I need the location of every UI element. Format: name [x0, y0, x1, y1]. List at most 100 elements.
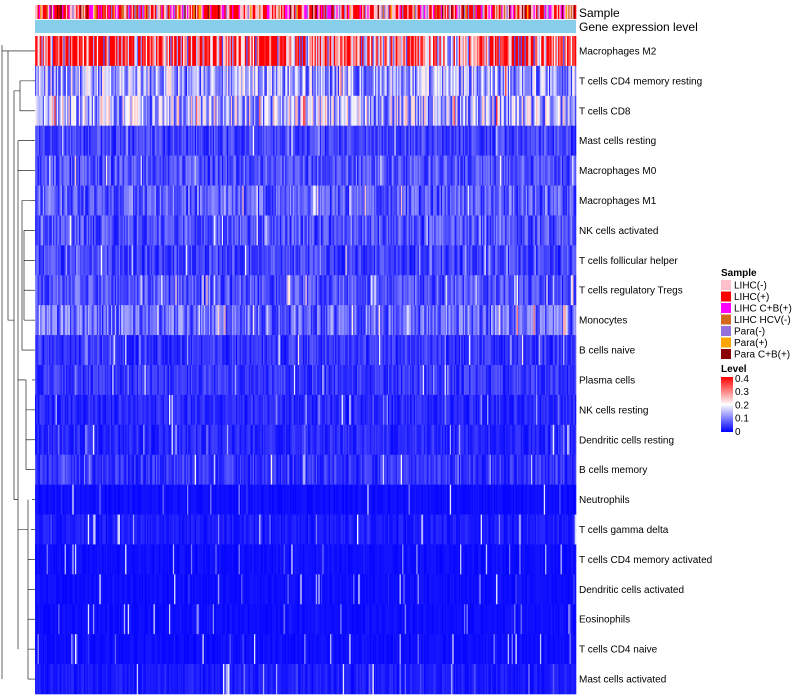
sample-annotation-cell	[443, 5, 445, 19]
heatmap-cell	[351, 65, 354, 97]
sample-annotation-cell	[538, 5, 541, 19]
heatmap-cell	[91, 275, 94, 306]
heatmap-cell	[211, 65, 214, 97]
heatmap-cell	[199, 36, 202, 67]
heatmap-cell	[421, 36, 424, 67]
heatmap-cell	[194, 36, 197, 67]
heatmap-cell	[65, 125, 68, 156]
heatmap-cell	[183, 36, 185, 67]
heatmap-cell	[262, 125, 265, 156]
sample-annotation-cell	[253, 5, 256, 19]
heatmap-cell	[366, 185, 368, 216]
heatmap-cell	[55, 125, 58, 156]
heatmap-cell	[190, 125, 193, 156]
heatmap-cell	[86, 65, 89, 97]
heatmap-cell	[105, 95, 108, 127]
heatmap-cell	[405, 215, 408, 246]
heatmap-cell	[107, 36, 109, 67]
heatmap-cell	[162, 36, 165, 67]
heatmap-cell	[412, 155, 414, 186]
heatmap-cell	[336, 215, 338, 246]
heatmap-cell	[299, 215, 301, 246]
heatmap-cell	[262, 215, 265, 246]
heatmap-cell	[363, 275, 366, 306]
heatmap-cell	[375, 65, 377, 97]
heatmap-cell	[37, 36, 40, 67]
heatmap-cell	[332, 95, 335, 127]
heatmap-cell	[407, 155, 409, 186]
heatmap-cell	[442, 305, 444, 336]
heatmap-cell	[184, 125, 187, 156]
heatmap-cell	[569, 125, 572, 156]
heatmap-cell	[514, 215, 516, 246]
heatmap-cell	[47, 215, 50, 246]
heatmap-cell	[320, 275, 323, 306]
heatmap-cell	[238, 245, 241, 276]
heatmap-cell	[405, 305, 408, 336]
heatmap-cell	[233, 155, 235, 186]
heatmap-cell	[270, 125, 273, 156]
heatmap-cell	[358, 245, 360, 276]
heatmap-cell	[485, 275, 488, 306]
sample-annotation-cell	[418, 5, 421, 19]
heatmap-cell	[510, 305, 512, 336]
heatmap-cell	[229, 305, 232, 336]
heatmap-cell	[251, 245, 253, 276]
heatmap-cell	[433, 305, 435, 336]
heatmap-cell	[51, 305, 54, 336]
sample-annotation-cell	[449, 5, 452, 19]
heatmap-cell	[521, 215, 524, 246]
heatmap-cell	[557, 215, 560, 246]
sample-annotation-cell	[220, 5, 223, 19]
heatmap-cell	[496, 155, 498, 186]
heatmap-cell	[129, 65, 131, 97]
heatmap-cell	[506, 95, 509, 127]
heatmap-cell	[274, 95, 277, 127]
heatmap-cell	[175, 65, 177, 97]
heatmap-cell	[172, 125, 175, 156]
heatmap-cell	[296, 335, 299, 366]
heatmap-cell	[177, 65, 180, 97]
heatmap-cell	[313, 215, 315, 246]
heatmap-cell	[453, 95, 456, 127]
heatmap-cell	[36, 215, 38, 246]
heatmap-cell	[82, 125, 85, 156]
sample-annotation-cell	[159, 5, 162, 19]
heatmap-cell	[458, 155, 461, 186]
heatmap-cell	[427, 185, 430, 216]
heatmap-cell	[223, 335, 225, 366]
heatmap-cell	[503, 275, 506, 306]
sample-annotation-cell	[341, 5, 344, 19]
heatmap-cell	[452, 335, 454, 366]
heatmap-cell	[295, 36, 297, 67]
heatmap-cell	[367, 275, 369, 306]
heatmap-cell	[350, 65, 353, 97]
heatmap-cell	[350, 36, 353, 67]
heatmap-cell	[85, 305, 87, 336]
heatmap-cell	[103, 275, 105, 306]
heatmap-cell	[165, 65, 167, 97]
heatmap-cell	[546, 155, 548, 186]
heatmap-cell	[244, 245, 247, 276]
sample-annotation-cell	[539, 5, 542, 19]
heatmap-cell	[40, 36, 42, 67]
heatmap-cell	[264, 125, 266, 156]
heatmap-cell	[368, 155, 371, 186]
heatmap-cell	[436, 125, 439, 156]
heatmap-cell	[100, 305, 103, 336]
heatmap-cell	[262, 36, 265, 67]
heatmap-cell	[233, 215, 235, 246]
heatmap-cell	[286, 185, 288, 216]
heatmap-cell	[273, 65, 275, 97]
heatmap-cell	[466, 305, 469, 336]
heatmap-cell	[217, 155, 220, 186]
heatmap-cell	[81, 215, 83, 246]
heatmap-cell	[300, 275, 302, 306]
heatmap-cell	[342, 36, 345, 67]
heatmap-cell	[229, 245, 232, 276]
heatmap-cell	[257, 36, 260, 67]
sample-annotation-cell	[185, 5, 188, 19]
heatmap-cell	[501, 275, 503, 306]
heatmap-cell	[277, 185, 279, 216]
heatmap-cell	[262, 65, 265, 97]
